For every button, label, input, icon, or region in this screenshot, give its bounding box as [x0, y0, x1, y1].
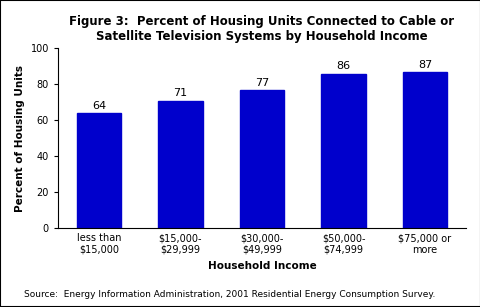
Bar	[76, 113, 121, 228]
Text: 77: 77	[254, 78, 268, 87]
Text: 86: 86	[336, 61, 350, 72]
Text: 64: 64	[92, 101, 106, 111]
X-axis label: Household Income: Household Income	[207, 261, 316, 270]
Text: 87: 87	[417, 60, 431, 70]
Bar	[239, 90, 284, 228]
Text: Source:  Energy Information Administration, 2001 Residential Energy Consumption : Source: Energy Information Administratio…	[24, 290, 434, 299]
Y-axis label: Percent of Housing Units: Percent of Housing Units	[15, 65, 25, 212]
Bar	[158, 101, 203, 228]
Text: 71: 71	[173, 88, 187, 99]
Title: Figure 3:  Percent of Housing Units Connected to Cable or
Satellite Television S: Figure 3: Percent of Housing Units Conne…	[69, 15, 454, 43]
Bar	[321, 74, 365, 228]
Bar	[402, 72, 446, 228]
